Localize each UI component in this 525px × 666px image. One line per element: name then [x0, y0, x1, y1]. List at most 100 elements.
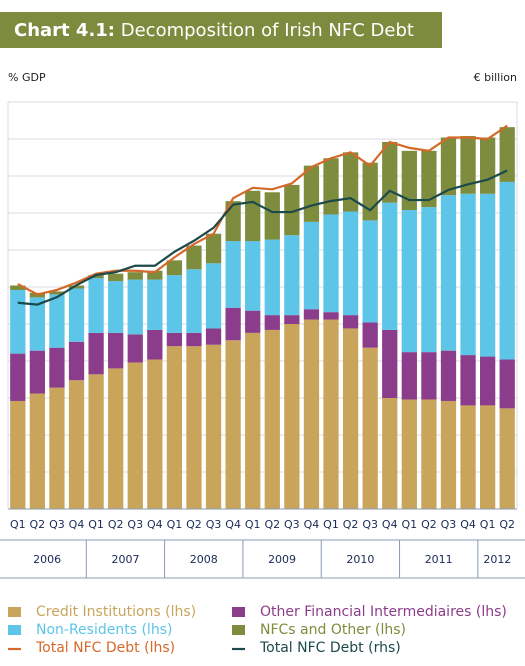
x-tick-label: Q3	[49, 518, 65, 531]
bar-segment	[323, 214, 339, 313]
bar-segment	[68, 341, 85, 381]
title: Chart 4.1: Decomposition of Irish NFC De…	[14, 20, 414, 41]
bar-segment	[205, 233, 222, 264]
bar-segment	[264, 315, 280, 330]
bar-segment	[440, 137, 457, 196]
bar-segment	[323, 319, 339, 509]
bar-segment	[264, 329, 280, 509]
bar-segment	[245, 310, 261, 333]
bar-segment	[284, 315, 300, 324]
x-tick-label: Q1	[167, 518, 183, 531]
bar-segment	[460, 355, 476, 406]
bar-segment	[362, 162, 378, 221]
x-tick-label: Q3	[441, 518, 457, 531]
bar-segment	[499, 127, 515, 182]
bar-segment	[108, 368, 124, 509]
bar-segment	[264, 192, 280, 240]
x-tick-label: Q4	[69, 518, 85, 531]
bar-segment	[303, 309, 320, 320]
bar-segment	[88, 332, 104, 375]
year-label: 2006	[33, 553, 61, 566]
bar-segment	[166, 346, 183, 509]
bar-segment	[440, 195, 457, 351]
bar-segment	[108, 332, 124, 369]
bar-segment	[88, 275, 104, 279]
bar-segment	[127, 279, 143, 335]
bar-segment	[68, 288, 85, 342]
year-label: 2012	[483, 553, 511, 566]
x-tick-label: Q1	[10, 518, 26, 531]
bar-segment	[303, 165, 320, 222]
bar-segment	[68, 285, 85, 289]
bar-segment	[127, 334, 143, 363]
bar-segment	[29, 350, 46, 394]
bar-segment	[401, 399, 417, 509]
x-tick-label: Q2	[108, 518, 124, 531]
x-tick-label: Q2	[343, 518, 359, 531]
bar-segment	[88, 278, 104, 333]
x-tick-label: Q3	[127, 518, 143, 531]
bar-segment	[147, 359, 163, 509]
x-tick-label: Q2	[421, 518, 437, 531]
year-label: 2010	[346, 553, 374, 566]
legend-label: Total NFC Debt (lhs)	[35, 640, 175, 656]
x-tick-label: Q2	[499, 518, 515, 531]
bar-segment	[401, 352, 417, 400]
bar-segment	[264, 239, 280, 316]
bar-segment	[245, 241, 261, 311]
bar-segment	[49, 347, 65, 388]
bar-segment	[10, 400, 26, 509]
bar-segment	[205, 328, 222, 345]
bar-segment	[108, 273, 124, 282]
legend-swatch	[8, 607, 21, 617]
bar-segment	[323, 158, 339, 215]
x-tick-label: Q3	[284, 518, 300, 531]
bar-segment	[342, 152, 359, 212]
bar-segment	[245, 190, 261, 242]
bar-segment	[440, 400, 457, 509]
x-tick-label: Q3	[362, 518, 378, 531]
bar-segment	[499, 181, 515, 360]
x-tick-label: Q4	[382, 518, 398, 531]
bar-segment	[421, 399, 437, 509]
bar-segment	[479, 405, 496, 509]
bar-segment	[303, 319, 320, 509]
bar-segment	[382, 202, 398, 330]
bar-segment	[166, 275, 183, 333]
x-tick-label: Q1	[401, 518, 417, 531]
bar-segment	[342, 211, 359, 316]
bar-segment	[186, 346, 202, 509]
x-tick-label: Q3	[206, 518, 222, 531]
bar-segment	[460, 405, 476, 509]
x-tick-label: Q4	[147, 518, 163, 531]
bar-segment	[362, 322, 378, 348]
bar-segment	[225, 201, 241, 242]
bar-segment	[147, 279, 163, 330]
year-label: 2009	[268, 553, 296, 566]
bar-segment	[245, 332, 261, 509]
chart-label: Chart 4.1:	[14, 20, 115, 41]
bar-segment	[499, 359, 515, 409]
bar-segment	[460, 193, 476, 356]
x-tick-label: Q1	[88, 518, 104, 531]
bar-segment	[68, 380, 85, 509]
bar-segment	[10, 289, 26, 354]
bar-segment	[421, 207, 437, 353]
legend-label: Total NFC Debt (rhs)	[259, 640, 401, 656]
bar-segment	[10, 353, 26, 401]
x-tick-label: Q4	[460, 518, 476, 531]
bar-segment	[421, 352, 437, 400]
bar-segment	[225, 340, 241, 509]
bar-segment	[29, 297, 46, 351]
line-series	[17, 169, 508, 306]
y2-axis-label: € billion	[474, 71, 517, 84]
year-label: 2008	[190, 553, 218, 566]
x-tick-label: Q1	[245, 518, 261, 531]
bar-segment	[362, 220, 378, 323]
legend-swatch	[232, 607, 245, 617]
bar-segment	[303, 221, 320, 310]
legend-label: Non-Residents (lhs)	[36, 622, 172, 638]
bar-segment	[284, 235, 300, 316]
x-tick-label: Q1	[323, 518, 339, 531]
bar-segment	[49, 294, 65, 348]
